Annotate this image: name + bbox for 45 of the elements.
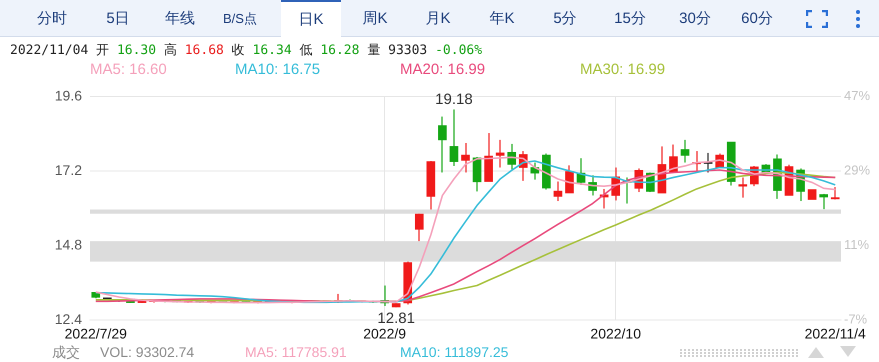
text: 周K [362,9,388,28]
y2-tick-label: 29% [844,162,870,178]
text: VOL: 93302.74 [100,344,194,360]
text: MA20: 16.99 [400,61,486,78]
candlestick [554,180,562,202]
y-tick-label: 19.6 [54,87,82,104]
chart-title: 2022/11/04 开 16.30 高 16.68 收 16.34 低 16.28 量 93303 -0.06% [10,43,482,58]
candlestick [565,164,574,194]
candlestick [496,139,504,168]
text: MA10: 16.75 [235,61,320,78]
text: 5分 [553,9,577,28]
text: 30分 [679,9,711,28]
candlestick [414,213,424,242]
text: 月K [425,9,450,28]
y2-tick-label: 47% [844,88,870,103]
text: 15分 [614,9,646,28]
text: MA10: 111897.25 [400,344,508,360]
text: 5日 [106,9,130,28]
candlestick [450,108,458,167]
text: 年线 [165,9,195,28]
text: MA5: 16.60 [90,61,167,78]
candlestick [438,116,447,174]
x-tick-label: 2022/10 [590,325,642,342]
text: 分时 [37,9,67,28]
y2-tick-label: 11% [844,237,870,252]
candlestick [808,189,816,200]
annotation: 19.18 [435,91,473,108]
x-tick-label: 2022/7/29 [64,325,128,342]
y2-tick-label: -7% [844,312,868,327]
text: MA30: 16.99 [580,61,666,78]
y-tick-label: 12.4 [54,310,82,327]
text: MA5: 117785.91 [245,344,347,360]
text: 成交 [52,344,80,362]
text: 日K [298,10,324,29]
candlestick [819,193,828,210]
annotation: 12.81 [377,310,415,327]
text: B/S点 [223,10,257,28]
x-tick-label: 2022/11/4 [804,325,866,342]
text: 60分 [741,9,773,28]
x-tick-label: 2022/9 [363,325,406,342]
text: 年K [489,9,514,28]
y-tick-label: 17.2 [54,162,82,178]
candlestick [461,142,470,174]
candlestick [680,139,690,164]
y-tick-label: 14.8 [54,236,82,252]
